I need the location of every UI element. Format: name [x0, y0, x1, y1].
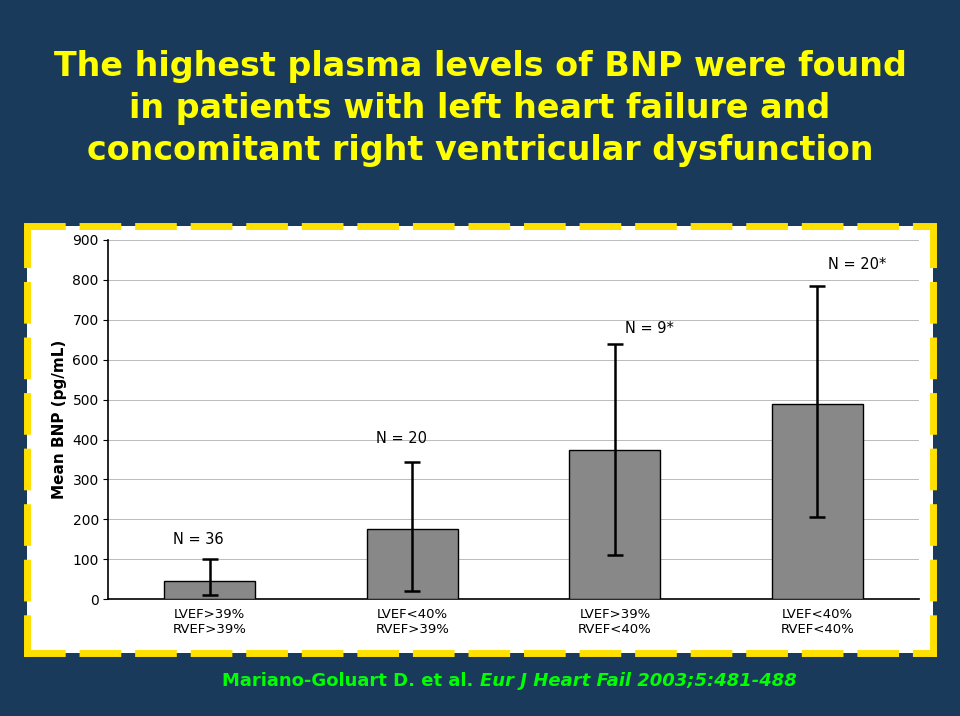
Y-axis label: Mean BNP (pg/mL): Mean BNP (pg/mL) — [52, 340, 67, 499]
Bar — [367, 529, 458, 599]
Text: N = 20: N = 20 — [376, 430, 427, 445]
Text: N = 20*: N = 20* — [828, 257, 886, 272]
Bar — [569, 450, 660, 599]
Text: Mariano-Goluart D. et al.: Mariano-Goluart D. et al. — [223, 672, 480, 690]
Text: Eur J Heart Fail 2003;5:481-488: Eur J Heart Fail 2003;5:481-488 — [480, 672, 797, 690]
Text: N = 9*: N = 9* — [625, 321, 674, 336]
Bar — [772, 404, 863, 599]
Text: N = 36: N = 36 — [174, 533, 224, 547]
Bar — [164, 581, 255, 599]
Text: The highest plasma levels of BNP were found
in patients with left heart failure : The highest plasma levels of BNP were fo… — [54, 49, 906, 167]
